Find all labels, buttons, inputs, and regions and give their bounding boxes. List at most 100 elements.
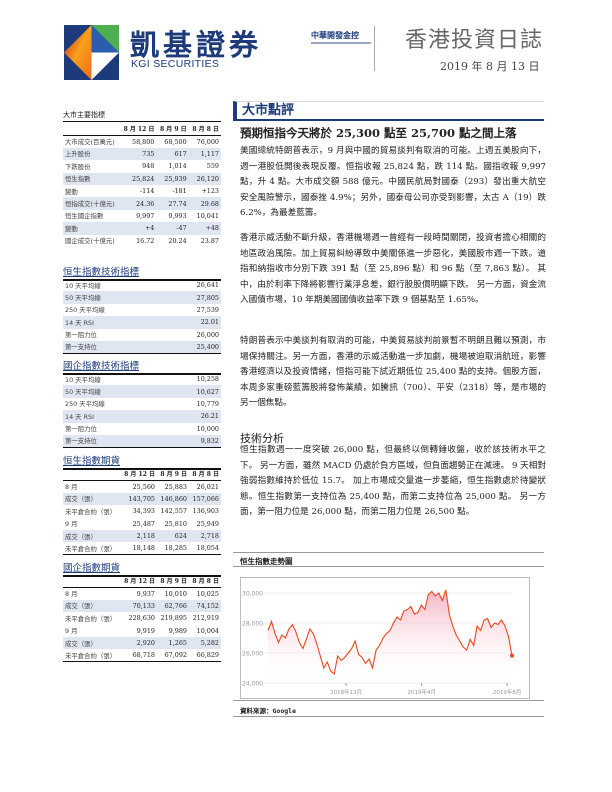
headline: 預期恒指今天將於 25,300 點至 25,700 點之間上落: [240, 126, 517, 140]
table-row: 恒指成交(十億元) 24.36 27.74 29.68: [63, 197, 221, 210]
table-row: 下跌股份 948 1,014 559: [63, 160, 221, 172]
table-row: 上升股份 735 617 1,117: [63, 147, 221, 161]
cell-value: 27,539: [196, 305, 219, 314]
cell-value: 146,860: [156, 492, 189, 506]
table-row: 14 天 RSI 26.21: [63, 410, 221, 423]
cell-value: 67,092: [164, 651, 187, 660]
table-row: 50 天平均線 27,805: [63, 291, 221, 304]
y-tick-label: 28,000: [242, 621, 263, 628]
cell-value: 9,989: [168, 626, 187, 635]
table-row: 10 天平均線 10,258: [63, 373, 221, 385]
cell-value: 1,265: [156, 636, 189, 650]
cell-value: 18,148: [132, 544, 155, 553]
cell-value: 10,010: [164, 589, 187, 598]
brand-name-english: KGI SECURITIES: [131, 58, 220, 70]
row-label: 大市成交(百萬元): [65, 138, 115, 147]
cell-value: 22.01: [161, 316, 221, 329]
table-row: 14 天 RSI 22.01: [63, 316, 221, 329]
hsi-trend-chart: 30,000 28,000 26,000 24,000 2018年12月 2019年4月 2…: [240, 577, 530, 699]
table-row: 250 天平均線 27,539: [63, 304, 221, 316]
column-header: [63, 123, 120, 136]
cell-value: 25,810: [164, 519, 187, 528]
cell-value: 219,895: [160, 614, 187, 623]
cell-value: 25,949: [196, 519, 219, 528]
table-row: 8 月 25,560 25,883 26,021: [63, 480, 221, 492]
cell-value: 26,021: [196, 482, 219, 491]
cell-value: +48: [188, 222, 221, 235]
document-date: 2019 年 8 月 13 日: [440, 60, 540, 73]
cell-value: 559: [206, 162, 219, 171]
row-label: 第一支持位: [63, 434, 162, 448]
row-label: 未平倉合約（張）: [65, 614, 117, 623]
row-label: 國企成交(十億元): [65, 237, 115, 246]
cell-value: 25,939: [156, 172, 189, 185]
column-header: 8 月 8 日: [188, 468, 221, 481]
cell-value: 1,014: [168, 162, 187, 171]
cell-value: 143,705: [120, 492, 157, 506]
row-label: 成交（張）: [63, 599, 121, 613]
row-label: 成交（張）: [63, 636, 121, 650]
cell-value: 23.87: [200, 236, 219, 245]
chart-top-rule: [233, 552, 544, 553]
table-row: 變動 +4 -47 +48: [63, 222, 221, 235]
commentary-paragraph: 香港示威活動不斷升級，香港機場週一曾經有一段時間關閉，投資者擔心相關的地區政治風…: [240, 233, 546, 306]
cell-value: 20.24: [168, 236, 187, 245]
cell-value: +4: [119, 222, 157, 235]
cell-value: 25,824: [119, 172, 157, 185]
cell-value: 9,997: [136, 211, 155, 220]
table-row: 大市成交(百萬元) 58,800 68,500 76,000: [63, 135, 221, 147]
x-tick-label: 2019年8月: [493, 688, 522, 696]
row-label: 14 天 RSI: [63, 316, 162, 329]
chart-title-rule: [233, 566, 544, 567]
cell-value: 68,718: [132, 651, 155, 660]
column-header: 8 月 9 日: [156, 575, 189, 588]
cell-value: 624: [156, 529, 189, 543]
document-title: 香港投資日誌: [405, 28, 544, 53]
cell-value: 136,903: [192, 507, 219, 516]
row-label: 10 天平均線: [65, 281, 101, 290]
cell-value: 62,766: [156, 599, 189, 613]
row-label: 250 天平均線: [65, 306, 105, 315]
row-label: 恒指成交(十億元): [63, 197, 120, 210]
series-area: [268, 590, 512, 683]
chart-title: 恒生指數走勢圖: [240, 557, 293, 566]
cell-value: 26,000: [196, 330, 219, 339]
cell-value: 24.36: [119, 197, 157, 210]
chart-bottom-rule: [233, 700, 544, 701]
kgi-logo: [64, 25, 119, 80]
technical-analysis-paragraph: 恒生指數週一一度突破 26,000 點，但最終以倒轉錘收盤，收於該技術水平之下。…: [240, 445, 546, 518]
cell-value: 27.74: [156, 197, 189, 210]
column-header: 8 月 12 日: [120, 575, 157, 588]
cell-value: 212,919: [192, 614, 219, 623]
cell-value: 25,560: [132, 482, 155, 491]
column-header: 8 月 9 日: [156, 123, 189, 136]
cell-value: 18,285: [164, 544, 187, 553]
cell-value: -181: [172, 187, 187, 196]
hscei-technical-title: 國企指數技術指標: [63, 358, 221, 375]
cell-value: 5,282: [188, 636, 221, 650]
column-header: 8 月 12 日: [120, 468, 157, 481]
table-row: 成交（張） 143,705 146,860 157,066: [63, 492, 221, 506]
cell-value: 27,805: [161, 291, 221, 304]
cell-value: +123: [201, 187, 219, 196]
cell-value: 68,500: [164, 137, 187, 146]
cell-value: 9,919: [136, 626, 155, 635]
column-header: 8 月 9 日: [156, 468, 189, 481]
column-header: 8 月 8 日: [188, 123, 221, 136]
row-label: 10 天平均線: [65, 375, 101, 384]
last-point-marker: [510, 653, 514, 658]
parent-company-subline: [311, 42, 371, 44]
cell-value: 10,779: [196, 399, 219, 408]
row-label: 8 月: [65, 590, 78, 599]
row-label: 50 天平均線: [63, 385, 162, 398]
cell-value: 66,829: [196, 651, 219, 660]
cell-value: 2,920: [120, 636, 157, 650]
market-commentary-header: 大市點評: [233, 101, 544, 121]
cell-value: 70,133: [120, 599, 157, 613]
cell-value: 9,937: [136, 589, 155, 598]
row-label: 下跌股份: [65, 162, 91, 171]
cell-value: 10,000: [196, 424, 219, 433]
row-label: 成交（張）: [63, 529, 121, 543]
